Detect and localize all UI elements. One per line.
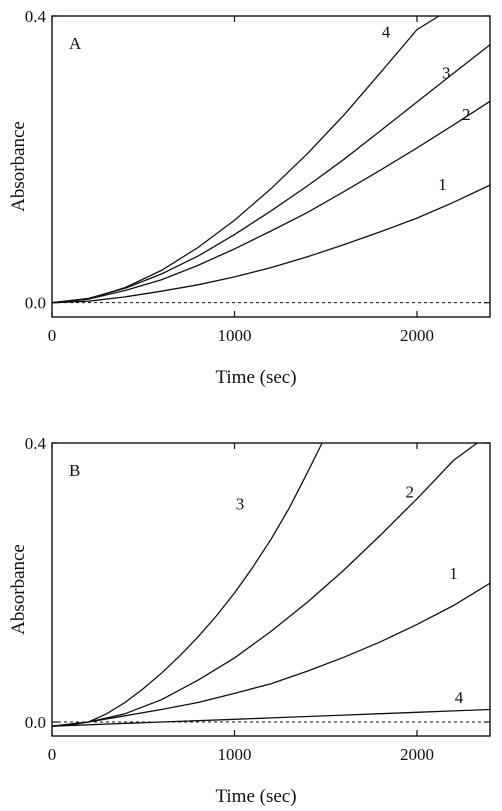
x-axis-title: Time (sec)	[215, 786, 296, 807]
series-line-4	[51, 708, 491, 727]
x-tick-label: 0	[48, 326, 57, 345]
series-line-1	[51, 582, 491, 727]
plot-frame	[51, 15, 491, 318]
chart-panel-B: 0 1000 2000 0.0 0.4 Time (sec) Absorbance B 1 2 3 4	[8, 434, 491, 807]
series-line-1	[51, 184, 491, 304]
x-tick-label: 1000	[218, 745, 252, 764]
y-tick-label: 0.0	[25, 713, 46, 732]
curve-label-3: 3	[442, 63, 451, 82]
y-tick-label: 0.0	[25, 294, 46, 313]
curve-label-2: 2	[405, 482, 414, 501]
curve-label-1: 1	[438, 175, 447, 194]
x-tick-label: 1000	[218, 326, 252, 345]
y-tick-label: 0.4	[25, 7, 47, 26]
plot-frame	[51, 442, 491, 737]
y-tick-label: 0.4	[25, 434, 47, 453]
curve-label-4: 4	[382, 23, 391, 42]
panel-label: B	[69, 461, 80, 480]
x-tick-label: 0	[48, 745, 57, 764]
curve-label-1: 1	[449, 564, 458, 583]
x-tick-label: 2000	[400, 745, 434, 764]
x-axis-title: Time (sec)	[215, 367, 296, 388]
y-axis-title: Absorbance	[8, 544, 29, 635]
y-axis-title: Absorbance	[8, 121, 29, 212]
series-line-2	[51, 442, 478, 727]
series-line-2	[51, 100, 491, 304]
series-line-3	[51, 442, 323, 727]
curve-label-3: 3	[236, 494, 245, 513]
series-line-4	[51, 15, 440, 304]
curve-label-2: 2	[462, 105, 471, 124]
series-line-3	[51, 44, 491, 304]
x-tick-label: 2000	[400, 326, 434, 345]
panel-label: A	[69, 34, 82, 53]
curve-label-4: 4	[455, 688, 464, 707]
chart-panel-A: 0 1000 2000 0.0 0.4 Time (sec) Absorbance A 1 2 3 4	[8, 7, 491, 388]
